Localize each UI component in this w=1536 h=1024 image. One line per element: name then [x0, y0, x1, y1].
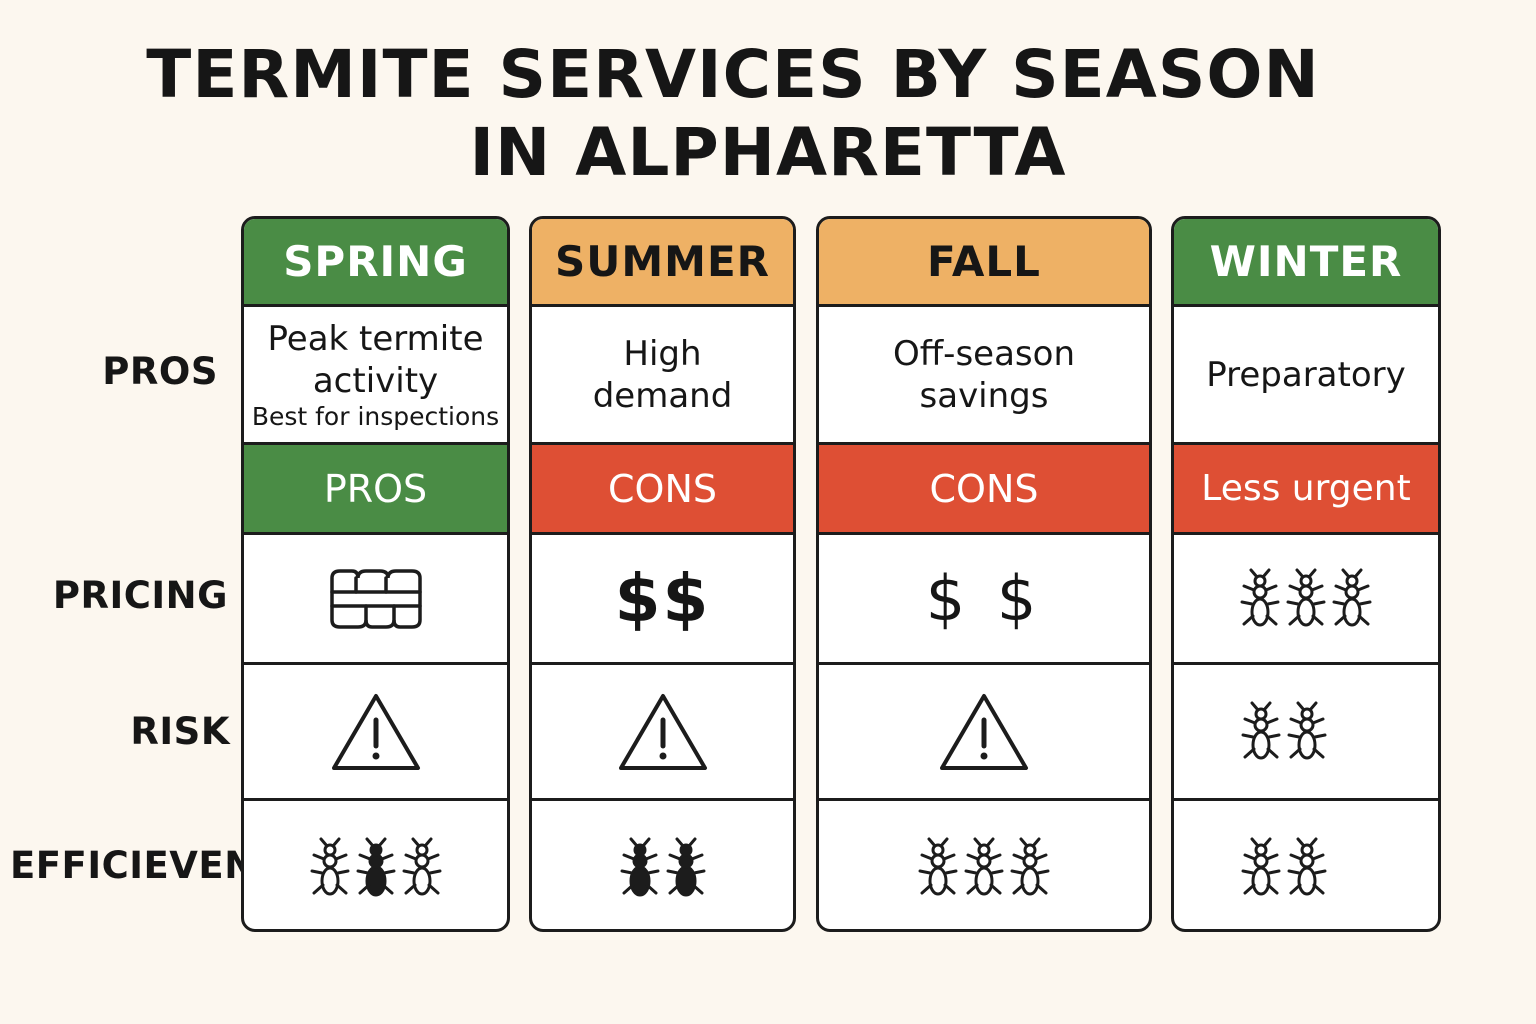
- pros-text-line: activity: [312, 360, 439, 401]
- pricing-cell: $$: [532, 535, 793, 665]
- icon-group: [309, 837, 443, 899]
- termite-outline-icon: [1286, 701, 1328, 763]
- termite-filled-icon: [665, 837, 707, 899]
- risk-cell: [244, 665, 507, 801]
- icon-group: [619, 837, 707, 899]
- pros-text-line: Peak termite: [267, 318, 484, 359]
- sub-label: Less urgent: [1174, 445, 1438, 535]
- termite-outline-icon: [1286, 837, 1328, 899]
- row-label-pros: PROS: [102, 350, 218, 393]
- termite-filled-icon: [355, 837, 397, 899]
- efficiency-cell: [819, 801, 1149, 929]
- icon-group: [917, 837, 1051, 899]
- termite-outline-icon: [1009, 837, 1051, 899]
- pricing-dollars: $ $: [925, 562, 1043, 635]
- pricing-dollars: $$: [614, 560, 711, 637]
- row-label-risk: RISK: [130, 710, 230, 753]
- termite-outline-icon: [1331, 568, 1373, 630]
- season-column-winter: WINTER Preparatory Less urgent: [1171, 216, 1441, 932]
- termite-outline-icon: [1285, 568, 1327, 630]
- pros-text-line: Off-season: [893, 333, 1075, 374]
- warning-triangle-icon: [938, 692, 1030, 772]
- season-header: SPRING: [244, 219, 507, 307]
- pricing-cell: [244, 535, 507, 665]
- season-column-spring: SPRING Peak termite activity Best for in…: [241, 216, 510, 932]
- pros-cell: High demand: [532, 307, 793, 445]
- pros-text-line: Preparatory: [1206, 354, 1406, 395]
- season-column-summer: SUMMER High demand CONS $$: [529, 216, 796, 932]
- page-title: TERMITE SERVICES BY SEASON IN ALPHARETTA: [0, 36, 1536, 192]
- pricing-cell: $ $: [819, 535, 1149, 665]
- efficiency-cell: [532, 801, 793, 929]
- stacked-coins-icon: [328, 568, 424, 630]
- termite-outline-icon: [309, 837, 351, 899]
- warning-triangle-icon: [617, 692, 709, 772]
- pros-text-line: savings: [919, 375, 1049, 416]
- termite-outline-icon: [401, 837, 443, 899]
- efficiency-cell: [1174, 801, 1438, 929]
- row-label-efficiency: EFFICIEVEN: [10, 844, 256, 887]
- efficiency-cell: [244, 801, 507, 929]
- sub-label: CONS: [532, 445, 793, 535]
- pros-text-line: demand: [592, 375, 733, 416]
- termite-outline-icon: [917, 837, 959, 899]
- pros-text-line: High: [623, 333, 702, 374]
- risk-cell: [1174, 665, 1438, 801]
- pros-cell: Preparatory: [1174, 307, 1438, 445]
- sub-label: CONS: [819, 445, 1149, 535]
- pricing-cell: [1174, 535, 1438, 665]
- termite-outline-icon: [963, 837, 1005, 899]
- icon-group: [1240, 837, 1328, 899]
- warning-triangle-icon: [330, 692, 422, 772]
- termite-outline-icon: [1239, 568, 1281, 630]
- risk-cell: [819, 665, 1149, 801]
- season-header: WINTER: [1174, 219, 1438, 307]
- pros-cell: Off-season savings: [819, 307, 1149, 445]
- season-header: FALL: [819, 219, 1149, 307]
- termite-outline-icon: [1240, 701, 1282, 763]
- title-line-2: IN ALPHARETTA: [469, 114, 1067, 191]
- risk-cell: [532, 665, 793, 801]
- termite-filled-icon: [619, 837, 661, 899]
- season-column-fall: FALL Off-season savings CONS $ $: [816, 216, 1152, 932]
- sub-label: PROS: [244, 445, 507, 535]
- icon-group: [1239, 568, 1373, 630]
- termite-outline-icon: [1240, 837, 1282, 899]
- season-header: SUMMER: [532, 219, 793, 307]
- title-line-1: TERMITE SERVICES BY SEASON: [146, 36, 1320, 113]
- pros-cell: Peak termite activity Best for inspectio…: [244, 307, 507, 445]
- pros-note: Best for inspections: [251, 401, 500, 431]
- row-label-pricing: PRICING: [52, 574, 228, 617]
- icon-group: [1240, 701, 1328, 763]
